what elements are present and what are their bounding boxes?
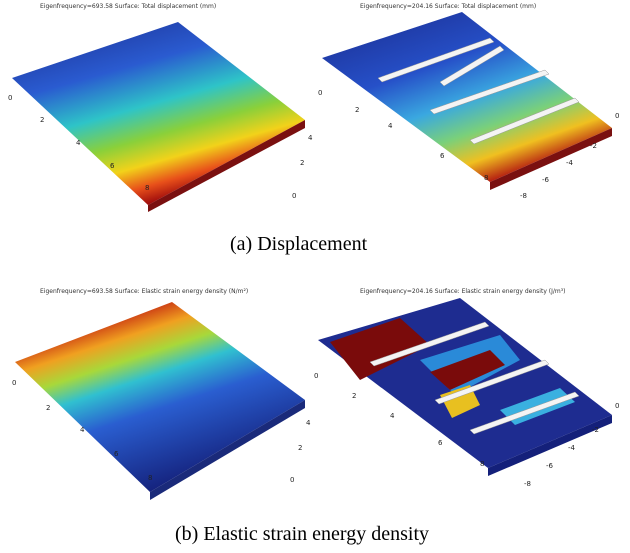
plate	[12, 22, 305, 205]
panel-title: Eigenfrequency=693.58 Surface: Total dis…	[40, 3, 216, 10]
tick-label: 2	[46, 404, 50, 412]
tick-label: 0	[615, 402, 619, 410]
tick-label: 6	[438, 439, 443, 447]
tick-label: 0	[318, 89, 322, 97]
tick-label: 6	[114, 450, 119, 458]
tick-label: 4	[80, 426, 85, 434]
tick-label: 0	[8, 94, 12, 102]
tick-label: -8	[524, 480, 531, 488]
tick-label: -6	[542, 176, 550, 184]
panel: Eigenfrequency=204.16 Surface: Elastic s…	[314, 288, 619, 488]
tick-label: 6	[440, 152, 445, 160]
tick-label: 2	[355, 106, 359, 114]
tick-label: 4	[308, 134, 313, 142]
panel: Eigenfrequency=693.58 Surface: Total dis…	[8, 3, 313, 212]
panel: Eigenfrequency=204.16 Surface: Total dis…	[318, 3, 619, 200]
panel-title: Eigenfrequency=204.16 Surface: Elastic s…	[360, 288, 566, 295]
tick-label: 6	[110, 162, 115, 170]
tick-label: 8	[484, 174, 488, 182]
tick-label: 4	[306, 419, 311, 427]
tick-label: -2	[590, 142, 597, 150]
tick-label: -6	[546, 462, 554, 470]
tick-label: 4	[388, 122, 393, 130]
plate	[15, 302, 305, 492]
tick-label: 0	[12, 379, 16, 387]
panel-title: Eigenfrequency=204.16 Surface: Total dis…	[360, 3, 536, 10]
tick-label: 0	[314, 372, 318, 380]
tick-label: 2	[40, 116, 44, 124]
tick-label: 2	[352, 392, 356, 400]
panel: Eigenfrequency=693.58 Surface: Elastic s…	[12, 288, 311, 500]
figure: Eigenfrequency=693.58 Surface: Total dis…	[0, 0, 630, 553]
tick-label: 8	[145, 184, 149, 192]
tick-label: -4	[566, 159, 574, 167]
tick-label: 0	[292, 192, 296, 200]
tick-label: 0	[290, 476, 294, 484]
tick-label: -8	[520, 192, 527, 200]
panel-title: Eigenfrequency=693.58 Surface: Elastic s…	[40, 288, 248, 295]
tick-label: -2	[592, 426, 599, 434]
tick-label: 8	[480, 460, 484, 468]
tick-label: 4	[390, 412, 395, 420]
tick-label: 4	[76, 139, 81, 147]
caption: (b) Elastic strain energy density	[175, 523, 429, 545]
tick-label: -4	[568, 444, 576, 452]
caption: (a) Displacement	[230, 233, 368, 255]
tick-label: 2	[298, 444, 302, 452]
tick-label: 8	[148, 474, 152, 482]
tick-label: 0	[615, 112, 619, 120]
tick-label: 2	[300, 159, 304, 167]
